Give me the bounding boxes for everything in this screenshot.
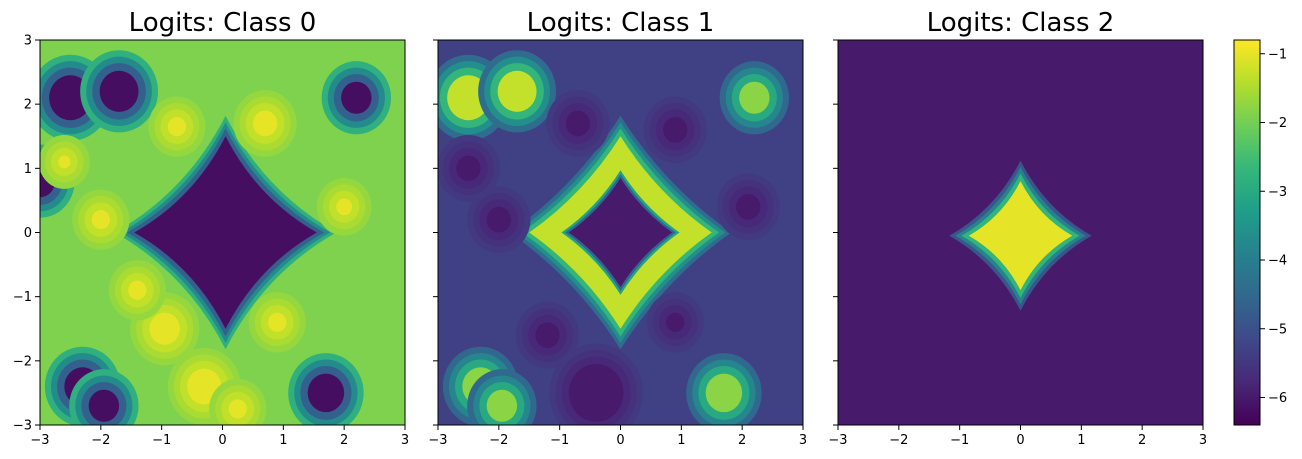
- colorbar-tick-label: −5: [1268, 322, 1287, 337]
- region-12: [252, 110, 278, 137]
- y-tick-label: −1: [13, 290, 32, 305]
- heatmap-panel-1: Logits: Class 1 −3 −2 −1 0 1 2 3: [428, 8, 807, 448]
- region-8: [149, 312, 180, 345]
- x-tick-label: 0: [1016, 433, 1024, 448]
- region-15: [268, 312, 287, 332]
- colorbar-tick-label: −1: [1268, 47, 1287, 62]
- x-tick-label: 2: [340, 433, 348, 448]
- x-tick-label: 3: [799, 433, 807, 448]
- y-tick-label: 0: [24, 226, 32, 241]
- colorbar-tick-label: −2: [1268, 116, 1287, 131]
- colorbar-tick-label: −3: [1268, 185, 1287, 200]
- y-tick-label: −2: [13, 354, 32, 369]
- x-tick-label: 3: [1199, 433, 1207, 448]
- region-7: [568, 364, 624, 422]
- region-16: [228, 399, 247, 419]
- region-3: [341, 81, 372, 114]
- region-17: [58, 155, 71, 169]
- colorbar-tick-label: −4: [1268, 254, 1287, 269]
- y-tick-label: −3: [13, 419, 32, 434]
- colorbar: −6 −5 −4 −3 −2 −1: [1233, 39, 1287, 426]
- x-tick-label: 3: [401, 433, 409, 448]
- region-5: [486, 389, 518, 422]
- panel-title: Logits: Class 0: [129, 8, 317, 38]
- region-10: [736, 194, 761, 220]
- x-tick-label: 2: [1138, 433, 1146, 448]
- heatmap-panel-0: Logits: Class 0 −3 −2 −1 0 1 2 3 −3 −2 −1 0 1 2 3: [13, 8, 409, 448]
- x-tick-label: 1: [279, 433, 287, 448]
- region-13: [167, 117, 186, 137]
- region-13: [666, 312, 685, 332]
- region-14: [336, 198, 353, 216]
- region-5: [88, 389, 120, 422]
- region-2: [497, 70, 537, 112]
- region-11: [91, 210, 110, 230]
- panel-title: Logits: Class 2: [927, 8, 1115, 38]
- region-6: [307, 373, 345, 413]
- x-tick-label: 0: [616, 433, 624, 448]
- region-0: [968, 181, 1073, 291]
- heatmap-panel-2: Logits: Class 2 −3 −2 −1 0 1 2 3: [828, 8, 1207, 448]
- x-tick-label: −1: [550, 433, 569, 448]
- x-tick-label: −2: [91, 433, 110, 448]
- ring-hole: [568, 177, 673, 288]
- y-tick-label: 2: [24, 98, 32, 113]
- region-0: [134, 136, 317, 329]
- colorbar-tick-label: −6: [1268, 391, 1287, 406]
- x-tick-label: −1: [950, 433, 969, 448]
- region-3: [739, 81, 770, 114]
- region-12: [565, 110, 591, 137]
- x-tick-label: 1: [677, 433, 685, 448]
- x-tick-label: −3: [828, 433, 847, 448]
- x-tick-label: 1: [1077, 433, 1085, 448]
- y-tick-label: 1: [24, 162, 32, 177]
- x-tick-label: 2: [738, 433, 746, 448]
- x-tick-label: −2: [889, 433, 908, 448]
- panel-title: Logits: Class 1: [527, 8, 715, 38]
- x-tick-label: −3: [30, 433, 49, 448]
- region-14: [535, 322, 560, 348]
- region-9: [456, 155, 481, 182]
- region-6: [705, 373, 743, 413]
- region-11: [486, 206, 512, 233]
- region-10: [128, 280, 147, 300]
- x-tick-label: 0: [218, 433, 226, 448]
- x-tick-label: −3: [428, 433, 447, 448]
- colorbar-gradient: [1233, 39, 1261, 426]
- x-tick-label: −2: [489, 433, 508, 448]
- x-tick-label: −1: [152, 433, 171, 448]
- y-tick-label: 3: [24, 34, 32, 49]
- region-8: [663, 116, 688, 143]
- region-2: [99, 70, 139, 112]
